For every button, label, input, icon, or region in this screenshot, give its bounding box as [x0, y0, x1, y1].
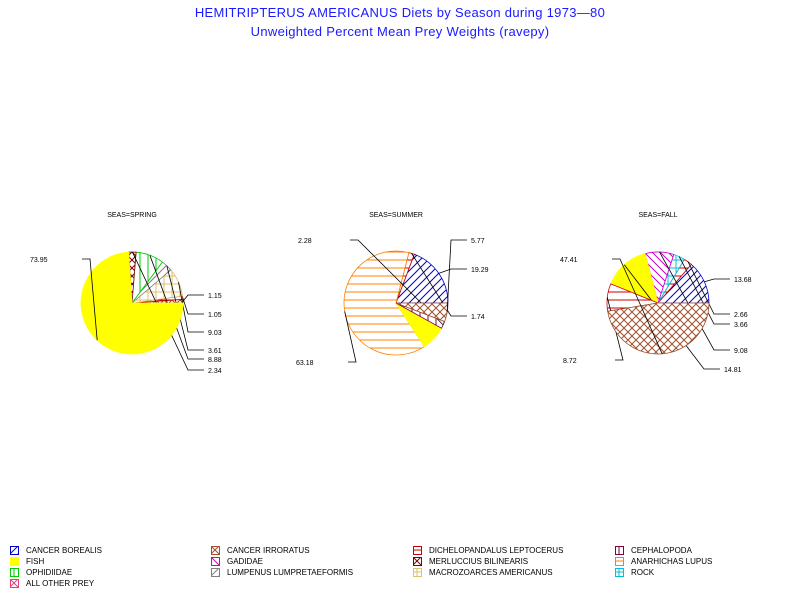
pie-title: SEAS=SUMMER: [369, 212, 423, 219]
data-label: 73.95: [30, 257, 48, 264]
data-label: 2.66: [734, 312, 748, 319]
legend-item: DICHELOPANDALUS LEPTOCERUS: [413, 546, 563, 555]
data-label: 1.74: [471, 314, 485, 321]
pie-title: SEAS=FALL: [638, 212, 677, 219]
legend-swatch-icon: [10, 568, 19, 577]
legend-item: ROCK: [615, 568, 654, 577]
data-label: 8.72: [563, 358, 577, 365]
data-label: 2.34: [208, 368, 222, 375]
leader-line: [678, 256, 730, 325]
data-label: 63.18: [296, 360, 314, 367]
leader-line: [411, 253, 467, 317]
legend-swatch-icon: [413, 557, 422, 566]
legend-label: GADIDAE: [227, 557, 264, 566]
chart-title: HEMITRIPTERUS AMERICANUS Diets by Season…: [194, 5, 606, 20]
data-label: 19.29: [471, 267, 489, 274]
leader-line: [132, 251, 204, 371]
legend-label: FISH: [26, 557, 45, 566]
pie-title: SEAS=SPRING: [107, 212, 157, 219]
leader-line: [344, 311, 357, 363]
legend-label: LUMPENUS LUMPRETAEFORMIS: [227, 568, 354, 577]
leader-line: [82, 258, 98, 341]
data-label: 9.03: [208, 330, 222, 337]
data-label: 1.15: [208, 293, 222, 300]
leader-line: [623, 264, 720, 370]
pie-0: SEAS=SPRING 1.15 1.05 9.03 3.61 8.88 2.34 73.95: [30, 212, 222, 375]
legend-item: LUMPENUS LUMPRETAEFORMIS: [211, 568, 353, 577]
leader-line: [350, 239, 444, 326]
legend-swatch-icon: [413, 546, 422, 555]
legend-label: CANCER IRRORATUS: [227, 546, 310, 555]
legend-item: CANCER IRRORATUS: [211, 546, 310, 555]
pie-charts: SEAS=SPRING 1.15 1.05 9.03 3.61 8.88 2.34 73.95…: [30, 212, 752, 375]
legend-swatch-icon: [10, 579, 19, 588]
leader-line: [149, 255, 204, 360]
data-label: 13.68: [734, 277, 752, 284]
legend-label: OPHIDIIDAE: [26, 568, 73, 577]
legend-swatch-icon: [413, 568, 422, 577]
legend-item: MERLUCCIUS BILINEARIS: [413, 557, 528, 566]
pie-2: SEAS=FALL 13.68 2.66 3.66 9.08 14.81 8.72 47.41: [560, 212, 752, 374]
data-label: 1.05: [208, 312, 222, 319]
legend-label: ANARHICHAS LUPUS: [631, 557, 713, 566]
pie-slice-fish: [80, 251, 184, 355]
data-label: 3.66: [734, 322, 748, 329]
legend-item: MACROZOARCES AMERICANUS: [413, 568, 553, 577]
legend: CANCER BOREALIS CANCER IRRORATUS DICHELOPA…: [10, 546, 800, 600]
legend-label: CANCER BOREALIS: [26, 546, 103, 555]
leader-line: [166, 265, 204, 351]
legend-swatch-icon: [615, 568, 624, 577]
legend-label: MERLUCCIUS BILINEARIS: [429, 557, 529, 566]
leader-line: [659, 251, 730, 351]
data-label: 47.41: [560, 257, 578, 264]
leader-line: [182, 294, 204, 302]
leader-line: [438, 268, 467, 274]
pie-slice-cancer_irroratus: [607, 302, 710, 355]
legend-swatch-icon: [10, 557, 19, 566]
legend-label: ALL OTHER PREY: [26, 579, 95, 588]
leader-line: [182, 297, 204, 315]
legend-label: CEPHALOPODA: [631, 546, 692, 555]
leader-line: [178, 282, 204, 333]
legend-label: ROCK: [631, 568, 655, 577]
legend-item: GADIDAE: [211, 557, 263, 566]
leader-line: [687, 261, 730, 315]
data-label: 8.88: [208, 357, 222, 364]
legend-swatch-icon: [10, 546, 19, 555]
legend-swatch-icon: [615, 546, 624, 555]
legend-swatch-icon: [211, 546, 220, 555]
pie-1: SEAS=SUMMER 19.29 1.74 63.18 2.28 5.77: [296, 212, 489, 367]
data-label: 9.08: [734, 348, 748, 355]
data-label: 5.77: [471, 238, 485, 245]
legend-swatch-icon: [615, 557, 624, 566]
legend-label: MACROZOARCES AMERICANUS: [429, 568, 553, 577]
data-label: 14.81: [724, 367, 742, 374]
leader-line: [704, 278, 730, 283]
legend-item: CEPHALOPODA: [615, 546, 692, 555]
data-label: 2.28: [298, 238, 312, 245]
legend-item: OPHIDIIDAE: [10, 568, 72, 577]
data-label: 3.61: [208, 348, 222, 355]
legend-swatch-icon: [211, 557, 220, 566]
leader-line: [446, 239, 467, 313]
legend-item: FISH: [10, 557, 44, 566]
legend-swatch-icon: [211, 568, 220, 577]
legend-label: DICHELOPANDALUS LEPTOCERUS: [429, 546, 564, 555]
legend-item: ANARHICHAS LUPUS: [615, 557, 712, 566]
legend-item: CANCER BOREALIS: [10, 546, 102, 555]
leader-line: [612, 258, 663, 354]
chart-subtitle: Unweighted Percent Mean Prey Weights (ra…: [250, 24, 550, 39]
legend-item: ALL OTHER PREY: [10, 579, 94, 588]
